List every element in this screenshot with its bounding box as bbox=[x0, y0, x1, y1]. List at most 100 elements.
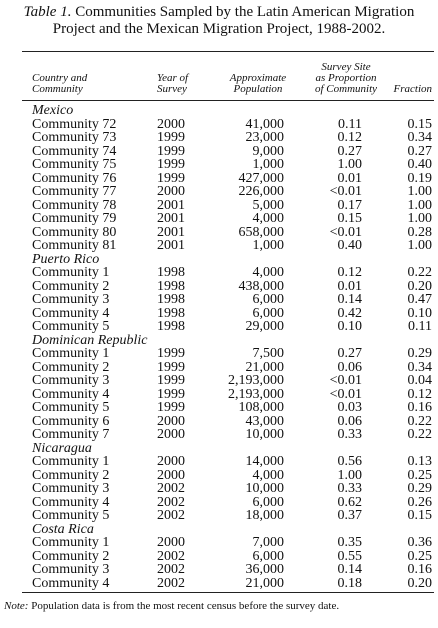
table-cell: 2002 bbox=[157, 481, 185, 496]
table-cell: Community 1 bbox=[32, 535, 110, 550]
table-cell: 6,000 bbox=[252, 494, 285, 510]
table-cell: Community 6 bbox=[32, 413, 110, 429]
table-cell: 0.27 bbox=[337, 346, 363, 361]
table-cell: 0.12 bbox=[337, 130, 363, 145]
table-cell: 10,000 bbox=[245, 427, 285, 442]
table-cell: 7,500 bbox=[252, 346, 285, 361]
table-cell: 21,000 bbox=[245, 575, 285, 591]
table-cell: 0.19 bbox=[407, 170, 433, 186]
table-cell: Community 74 bbox=[32, 143, 117, 159]
table-cell: 0.55 bbox=[337, 548, 363, 564]
column-header: as Proportion bbox=[315, 72, 377, 84]
table-cell: 0.27 bbox=[407, 143, 433, 159]
table-cell: Community 1 bbox=[32, 346, 110, 361]
table-cell: 21,000 bbox=[245, 359, 285, 375]
table-cell: Community 5 bbox=[32, 400, 110, 415]
table-cell: 43,000 bbox=[245, 413, 285, 429]
table-cell: 4,000 bbox=[252, 211, 285, 226]
table-cell: 2000 bbox=[157, 184, 185, 199]
table-cell: 1999 bbox=[157, 373, 185, 388]
table-title: Communities Sampled by the Latin America… bbox=[52, 4, 415, 37]
table-cell: 18,000 bbox=[245, 508, 285, 523]
table-cell: 0.16 bbox=[407, 400, 433, 415]
table-cell: 29,000 bbox=[245, 319, 285, 334]
table-cell: 9,000 bbox=[252, 143, 285, 159]
table-cell: 0.29 bbox=[407, 346, 433, 361]
table-cell: 0.17 bbox=[337, 197, 363, 213]
table-cell: 10,000 bbox=[245, 481, 285, 496]
table-cell: 2000 bbox=[157, 413, 185, 429]
table-cell: 0.15 bbox=[407, 116, 433, 132]
table-cell: 6,000 bbox=[252, 548, 285, 564]
column-header: Community bbox=[32, 83, 83, 95]
table-cell: 0.33 bbox=[337, 481, 363, 496]
table-cell: 1999 bbox=[157, 400, 185, 415]
table-cell: 1.00 bbox=[407, 197, 433, 213]
table-cell: 6,000 bbox=[252, 292, 285, 307]
table-cell: 658,000 bbox=[238, 224, 285, 240]
table-cell: Community 3 bbox=[32, 292, 110, 307]
table-cell: 1998 bbox=[157, 292, 185, 307]
table-cell: Community 73 bbox=[32, 130, 117, 145]
table-cell: 6,000 bbox=[252, 305, 285, 321]
table-cell: 0.22 bbox=[407, 413, 433, 429]
table-cell: Community 4 bbox=[32, 386, 110, 402]
column-header: Fraction bbox=[393, 83, 433, 95]
table-cell: 0.15 bbox=[407, 508, 433, 523]
table-cell: 0.25 bbox=[407, 548, 433, 564]
table-cell: 0.35 bbox=[337, 535, 363, 550]
table-cell: Community 79 bbox=[32, 211, 117, 226]
table-cell: 1998 bbox=[157, 265, 185, 280]
table-cell: 0.06 bbox=[337, 359, 363, 375]
column-header: Survey bbox=[157, 83, 187, 95]
table-cell: 2002 bbox=[157, 548, 185, 564]
table-cell: Community 4 bbox=[32, 305, 110, 321]
table-cell: <0.01 bbox=[329, 386, 362, 402]
rule bbox=[22, 100, 434, 101]
table-cell: 0.22 bbox=[407, 265, 433, 280]
column-header: Population bbox=[233, 83, 283, 95]
table-cell: 0.12 bbox=[337, 265, 363, 280]
table-cell: Community 77 bbox=[32, 184, 117, 199]
table-cell: Community 2 bbox=[32, 359, 110, 375]
table-cell: 2002 bbox=[157, 494, 185, 510]
table-cell: 1999 bbox=[157, 359, 185, 375]
table-cell: 1.00 bbox=[407, 211, 433, 226]
group-name: Dominican Republic bbox=[32, 332, 148, 348]
table-cell: 2000 bbox=[157, 535, 185, 550]
table-cell: Community 80 bbox=[32, 224, 117, 240]
table-cell: 0.62 bbox=[337, 494, 363, 510]
table-cell: 2001 bbox=[157, 197, 185, 213]
table-cell: 1.00 bbox=[337, 157, 363, 172]
table-cell: Community 5 bbox=[32, 508, 110, 523]
column-header: Year of bbox=[157, 72, 189, 84]
table-cell: 0.10 bbox=[407, 305, 433, 321]
table-label: Table 1. bbox=[23, 4, 72, 20]
table-cell: Community 3 bbox=[32, 373, 110, 388]
table-cell: 2002 bbox=[157, 575, 185, 591]
table-cell: 1998 bbox=[157, 319, 185, 334]
column-header: Survey Site bbox=[321, 61, 371, 73]
table-cell: 0.25 bbox=[407, 467, 433, 483]
note: Note: Population data is from the most r… bbox=[4, 600, 339, 612]
table-cell: Community 78 bbox=[32, 197, 117, 213]
table-cell: 0.20 bbox=[407, 575, 433, 591]
table-cell: 1998 bbox=[157, 305, 185, 321]
table-cell: 1.00 bbox=[407, 184, 433, 199]
table-cell: 1999 bbox=[157, 170, 185, 186]
table-cell: 2000 bbox=[157, 454, 185, 469]
table-cell: Community 2 bbox=[32, 467, 110, 483]
table-cell: 0.01 bbox=[337, 170, 363, 186]
group-name: Puerto Rico bbox=[32, 251, 100, 267]
table-cell: 0.15 bbox=[337, 211, 363, 226]
table-cell: 23,000 bbox=[245, 130, 285, 145]
table-cell: 1,000 bbox=[252, 238, 285, 253]
table-cell: 0.03 bbox=[337, 400, 363, 415]
table-cell: 1999 bbox=[157, 157, 185, 172]
table-cell: 2002 bbox=[157, 562, 185, 577]
table-cell: 0.14 bbox=[337, 292, 363, 307]
table-cell: Community 4 bbox=[32, 494, 110, 510]
table-cell: 0.34 bbox=[407, 130, 433, 145]
table-cell: 1998 bbox=[157, 278, 185, 294]
